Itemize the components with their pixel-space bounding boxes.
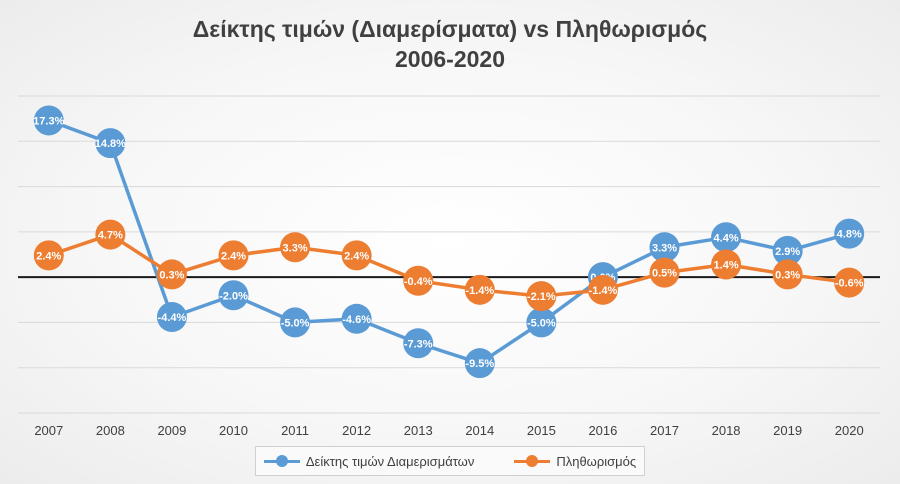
legend-swatch-price-index (263, 455, 300, 467)
data-label: -4.4% (158, 312, 187, 324)
data-label: 17.3% (33, 115, 64, 127)
data-label: 0.3% (775, 269, 800, 281)
x-tick-label: 2012 (342, 423, 371, 438)
x-tick-label: 2017 (650, 423, 679, 438)
data-point (834, 218, 865, 249)
legend-item-price-index: Δείκτης τιμών Διαμερισμάτων (263, 453, 475, 469)
data-label: -5.0% (527, 317, 556, 329)
data-point (341, 303, 372, 334)
x-tick-label: 2011 (281, 423, 309, 438)
data-label: 14.8% (95, 138, 126, 150)
gridlines (18, 95, 880, 414)
data-point (218, 240, 249, 271)
data-point (464, 274, 495, 305)
legend-label-price-index: Δείκτης τιμών Διαμερισμάτων (305, 453, 475, 469)
data-point (280, 307, 311, 338)
data-point (649, 232, 680, 263)
data-point (526, 281, 557, 312)
data-point (834, 267, 865, 298)
data-point (280, 232, 311, 263)
data-point (95, 219, 126, 250)
data-label: -4.6% (342, 314, 371, 326)
data-label: 1.4% (714, 259, 739, 271)
data-point (341, 240, 372, 271)
data-label: -7.3% (404, 338, 433, 350)
x-tick-label: 2013 (404, 423, 433, 438)
x-tick-label: 2014 (465, 423, 494, 438)
x-tick-label: 2009 (157, 423, 186, 438)
x-tick-label: 2016 (588, 423, 617, 438)
data-point (464, 348, 495, 379)
data-point (156, 259, 187, 290)
x-tick-label: 2018 (712, 423, 741, 438)
data-point (711, 222, 742, 253)
x-tick-label: 2015 (527, 423, 556, 438)
data-point (403, 265, 434, 296)
data-label: 4.8% (837, 229, 862, 241)
data-label: 2.4% (36, 250, 61, 262)
data-label: -0.6% (835, 278, 864, 290)
data-point (403, 328, 434, 359)
data-label: -2.1% (527, 291, 556, 303)
data-point (772, 235, 803, 266)
data-point (649, 257, 680, 288)
data-label: 2.9% (775, 246, 800, 258)
data-point (33, 240, 64, 271)
chart-legend: Δείκτης τιμών Διαμερισμάτων Πληθωρισμός (255, 446, 645, 476)
data-label: 0.5% (652, 268, 677, 280)
data-point (772, 259, 803, 290)
chart-title-line2: 2006-2020 (395, 46, 505, 72)
data-label: 3.3% (652, 242, 677, 254)
data-label: 0.3% (159, 269, 184, 281)
data-label: -1.4% (465, 285, 494, 297)
legend-swatch-inflation (514, 455, 551, 467)
legend-label-inflation: Πληθωρισμός (556, 453, 637, 469)
chart-title: Δείκτης τιμών (Διαμερίσματα) vs Πληθωρισ… (0, 14, 900, 74)
data-point (33, 105, 64, 136)
data-label: -0.4% (404, 276, 433, 288)
data-label: 2.4% (344, 250, 369, 262)
series-lines: 17.3% 14.8% -4.4% -2.0% -5.0% -4.6% -7.3% -9.5%… (33, 105, 865, 379)
data-label: 2.4% (221, 250, 246, 262)
data-label: 4.4% (714, 232, 739, 244)
x-tick-label: 2010 (219, 423, 248, 438)
x-tick-label: 2008 (96, 423, 125, 438)
data-label: -9.5% (465, 358, 494, 370)
data-point (587, 274, 618, 305)
data-point (526, 307, 557, 338)
chart-title-line1: Δείκτης τιμών (Διαμερίσματα) vs Πληθωρισ… (192, 16, 708, 42)
data-label: -2.0% (219, 290, 248, 302)
series-0: 17.3% 14.8% -4.4% -2.0% -5.0% -4.6% -7.3% -9.5%… (33, 105, 865, 379)
data-point (95, 128, 126, 159)
data-label: 4.7% (98, 230, 123, 242)
x-tick-label: 2019 (773, 423, 802, 438)
data-point (218, 280, 249, 311)
series-1: 2.4% 4.7% 0.3% 2.4% 3.3% 2.4% -0.4% -1.4% -2.1% -… (33, 219, 865, 312)
data-label: 3.3% (283, 242, 308, 254)
x-tick-label: 2020 (835, 423, 864, 438)
data-label: -1.4% (589, 285, 618, 297)
data-point (711, 249, 742, 280)
x-tick-label: 2007 (34, 423, 63, 438)
data-label: -5.0% (281, 317, 310, 329)
data-point (156, 301, 187, 332)
x-tick-labels: 2007 2008 2009 2010 2011 2012 2013 2014 2015 2016… (34, 423, 863, 438)
legend-item-inflation: Πληθωρισμός (514, 454, 636, 469)
